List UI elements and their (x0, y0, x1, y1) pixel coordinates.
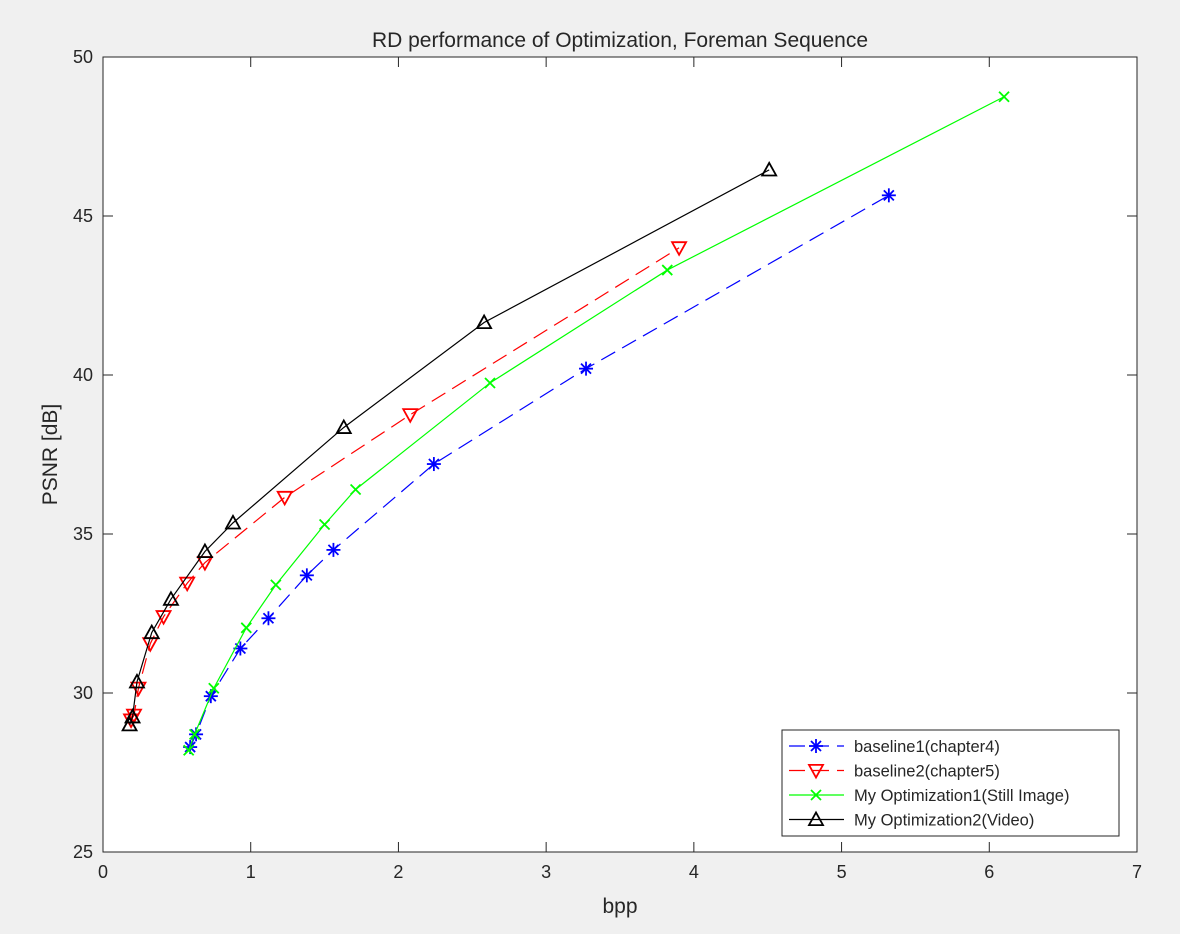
legend-item: My Optimization2(Video) (789, 810, 1034, 830)
legend-marker (810, 789, 822, 801)
y-tick-label: 45 (73, 206, 93, 226)
x-tick-label: 0 (98, 862, 108, 882)
x-tick-label: 5 (837, 862, 847, 882)
data-point (661, 264, 673, 276)
data-point (335, 418, 353, 434)
data-point (881, 188, 896, 203)
y-tick-label: 30 (73, 683, 93, 703)
legend-item: baseline1(chapter4) (789, 738, 1000, 756)
series-my-optimization1-still-image- (183, 91, 1010, 756)
data-point (240, 622, 252, 634)
data-point (261, 611, 276, 626)
data-point (998, 91, 1010, 103)
legend-label: My Optimization1(Still Image) (854, 787, 1069, 805)
data-point (162, 590, 180, 606)
data-point (760, 161, 778, 177)
series-line (188, 96, 1005, 751)
data-point (670, 241, 688, 257)
data-point (299, 568, 314, 583)
legend-marker (807, 764, 825, 780)
data-point (270, 579, 282, 591)
data-point (484, 377, 496, 389)
y-tick-label: 35 (73, 524, 93, 544)
legend-item: baseline2(chapter5) (789, 763, 1000, 781)
data-point (349, 483, 362, 496)
data-point (121, 715, 139, 732)
series-line (189, 194, 890, 748)
x-tick-label: 4 (689, 862, 699, 882)
x-axis-label: bpp (602, 895, 637, 918)
plot-frame (102, 56, 1138, 853)
chart-title: RD performance of Optimization, Foreman … (372, 29, 868, 52)
data-point (178, 576, 196, 593)
data-point (475, 313, 493, 330)
legend-label: baseline1(chapter4) (854, 738, 1000, 756)
data-point (208, 682, 220, 694)
data-point (401, 408, 419, 424)
data-point (143, 623, 161, 640)
x-tick-label: 1 (246, 862, 256, 882)
data-point (129, 681, 147, 698)
legend-label: My Optimization2(Video) (854, 812, 1034, 830)
data-point (124, 707, 142, 724)
data-point (276, 490, 294, 507)
legend-marker (809, 739, 823, 753)
data-point (426, 457, 441, 472)
data-point (196, 542, 214, 558)
data-point (579, 361, 594, 376)
legend-item: My Optimization1(Still Image) (789, 787, 1069, 805)
data-point (183, 744, 195, 756)
data-point (224, 514, 242, 530)
legend: baseline1(chapter4) baseline2(chapter5) My… (781, 729, 1120, 837)
x-tick-label: 2 (393, 862, 403, 882)
legend-marker (807, 810, 825, 826)
x-tick-label: 6 (984, 862, 994, 882)
y-tick-label: 40 (73, 365, 93, 385)
data-point (128, 673, 146, 689)
legend-box (781, 729, 1120, 837)
y-tick-label: 50 (73, 47, 93, 67)
series-line (129, 169, 770, 726)
series-layer (121, 91, 1010, 756)
legend-label: baseline2(chapter5) (854, 763, 1000, 781)
plot-area (103, 57, 1137, 852)
series-my-optimization2-video- (121, 161, 778, 732)
y-axis-label: PSNR [dB] (39, 404, 62, 506)
data-point (188, 728, 201, 740)
x-tick-label: 7 (1132, 862, 1142, 882)
data-point (318, 518, 331, 531)
data-point (326, 542, 341, 557)
y-tick-label: 25 (73, 842, 93, 862)
x-tick-label: 3 (541, 862, 551, 882)
